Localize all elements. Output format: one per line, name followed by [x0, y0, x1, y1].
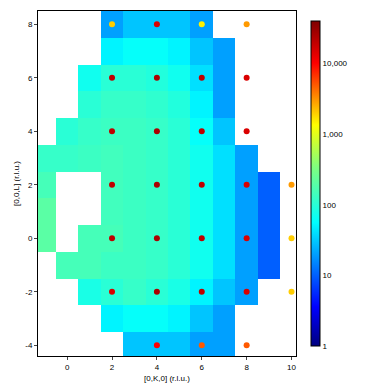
- svg-text:6: 6: [200, 363, 205, 372]
- svg-text:0: 0: [65, 363, 70, 372]
- svg-text:4: 4: [155, 363, 160, 372]
- svg-text:-4: -4: [25, 341, 33, 350]
- svg-text:10,000: 10,000: [323, 59, 348, 68]
- svg-text:8: 8: [244, 363, 249, 372]
- svg-text:4: 4: [28, 127, 33, 136]
- svg-text:2: 2: [28, 181, 33, 190]
- svg-text:8: 8: [28, 20, 33, 29]
- svg-text:1,000: 1,000: [323, 130, 344, 139]
- svg-text:[0,K,0] (r.l.u.): [0,K,0] (r.l.u.): [144, 374, 190, 383]
- svg-text:-2: -2: [25, 288, 33, 297]
- svg-text:1: 1: [323, 342, 328, 351]
- svg-text:6: 6: [28, 74, 33, 83]
- svg-text:100: 100: [323, 201, 337, 210]
- svg-text:[0,0,L] (r.l.u.): [0,0,L] (r.l.u.): [12, 161, 21, 206]
- svg-text:10: 10: [323, 271, 332, 280]
- svg-text:10: 10: [287, 363, 296, 372]
- svg-text:2: 2: [110, 363, 115, 372]
- svg-text:0: 0: [28, 234, 33, 243]
